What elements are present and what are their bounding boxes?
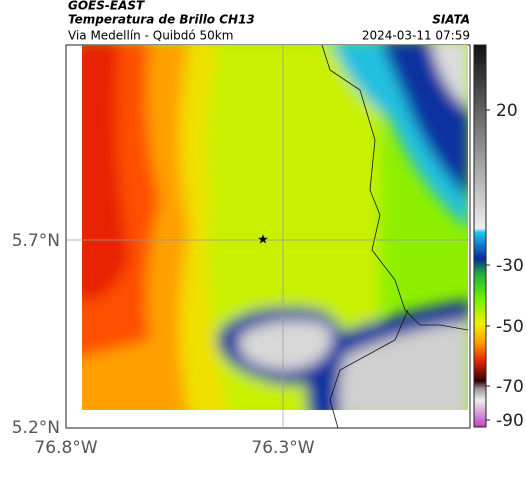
lon-label: 76.8°W (34, 438, 97, 458)
lat-label: 5.2°N (12, 418, 60, 438)
datetime-label: 2024-03-11 07:59 (362, 29, 470, 43)
colorbar-tick-label: -70 (496, 377, 524, 397)
colorbar-tick-label: -30 (496, 256, 524, 276)
colorbar-tick-label: 20 (496, 101, 518, 121)
source-title: GOES-EAST (68, 0, 145, 13)
colorbar-ticks (486, 109, 490, 421)
brightness-temperature-field (82, 45, 468, 410)
route-subtitle: Via Medellín - Quibdó 50km (68, 29, 233, 43)
lon-label: 76.3°W (251, 438, 314, 458)
colorbar-tick-label: -50 (496, 317, 524, 337)
agency-label: SIATA (432, 13, 470, 27)
location-star: ★ (257, 233, 269, 248)
border-line (321, 44, 469, 429)
product-title: Temperatura de Brillo CH13 (68, 13, 255, 27)
colorbar (473, 44, 487, 428)
lat-label: 5.7°N (12, 231, 60, 251)
colorbar-tick-label: -90 (496, 411, 524, 431)
